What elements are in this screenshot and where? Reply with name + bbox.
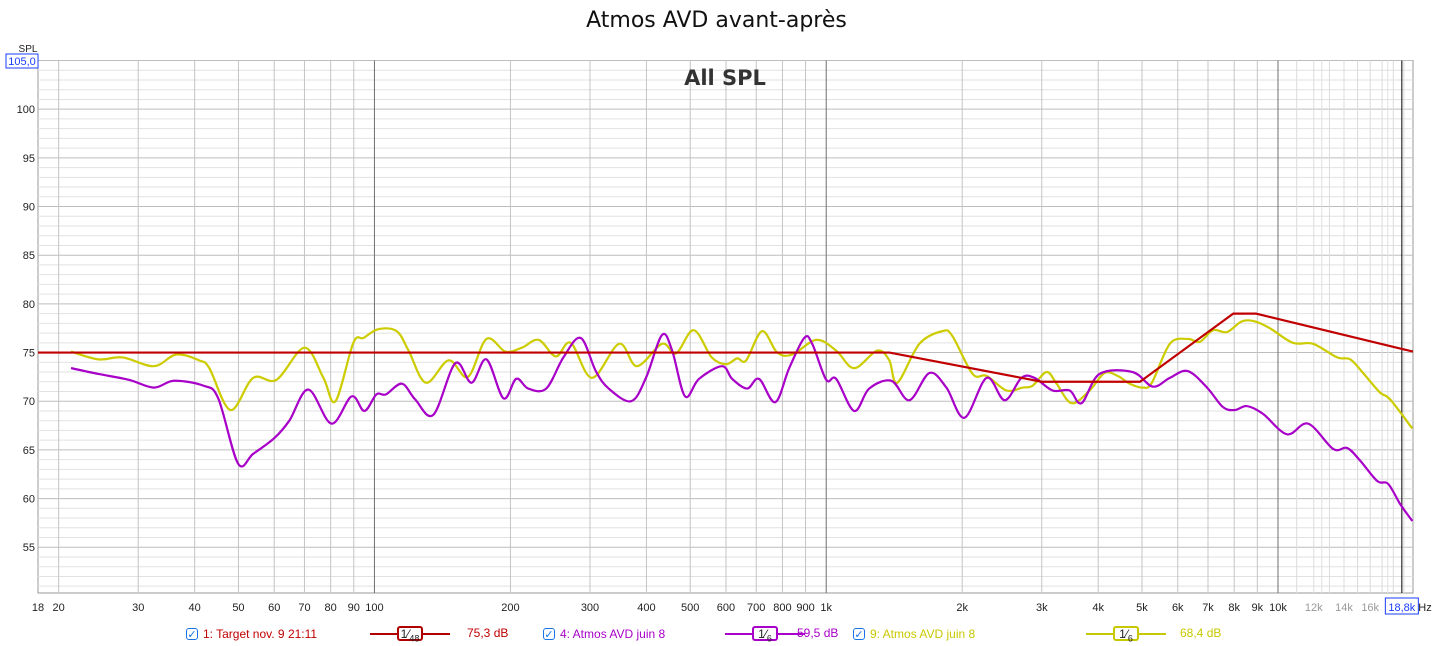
x-tick-label: 20	[53, 602, 65, 614]
y-tick-label: 65	[23, 445, 35, 457]
y-tick-label: 100	[17, 104, 35, 116]
x-tick-label: 4k	[1092, 602, 1104, 614]
smoothing-den: 6	[1127, 633, 1133, 644]
x-tick-label: 12k	[1305, 602, 1323, 614]
x-cursor-readout-box[interactable]	[1384, 597, 1419, 615]
smoothing-atmos-4[interactable]: 1⁄6	[725, 625, 805, 643]
x-tick-label: 10k	[1269, 602, 1287, 614]
legend-item-target[interactable]: ✓ 1: Target nov. 9 21:11	[186, 624, 317, 644]
series-line-target	[38, 312, 1414, 383]
smoothing-num: 1	[758, 627, 765, 641]
y-tick-label: 95	[23, 153, 35, 165]
chart-title: Atmos AVD avant-après	[586, 8, 847, 33]
x-tick-label: 7k	[1202, 602, 1214, 614]
smoothing-target[interactable]: 1⁄48	[370, 625, 450, 643]
y-axis-label: SPL	[19, 44, 38, 55]
x-tick-label: 2k	[956, 602, 968, 614]
checkbox-icon[interactable]: ✓	[543, 628, 555, 641]
series-line-atmos-9	[70, 319, 1414, 430]
x-tick-label: 5k	[1136, 602, 1148, 614]
x-tick-label: 700	[747, 602, 765, 614]
series-line-atmos-4	[70, 332, 1414, 522]
checkbox-icon[interactable]: ✓	[853, 628, 865, 641]
x-tick-label: 100	[365, 602, 383, 614]
checkbox-icon[interactable]: ✓	[186, 628, 198, 641]
y-tick-label: 70	[23, 396, 35, 408]
x-tick-label: 500	[681, 602, 699, 614]
smoothing-den: 6	[766, 633, 772, 644]
x-tick-label: 16k	[1361, 602, 1379, 614]
x-tick-label: 18	[32, 602, 44, 614]
legend-label: 4: Atmos AVD juin 8	[560, 627, 666, 641]
smoothing-den: 48	[409, 633, 420, 644]
x-tick-label: 90	[348, 602, 360, 614]
y-tick-label: 80	[23, 299, 35, 311]
x-tick-label: 30	[132, 602, 144, 614]
grid	[37, 60, 1414, 594]
chart-subtitle: All SPL	[684, 66, 766, 90]
legend-value-atmos-4: 59,5 dB	[797, 626, 839, 640]
y-tick-label: 90	[23, 202, 35, 214]
x-tick-label: 3k	[1036, 602, 1048, 614]
legend-item-atmos-9[interactable]: ✓ 9: Atmos AVD juin 8	[853, 624, 975, 644]
smoothing-atmos-9[interactable]: 1⁄6	[1086, 625, 1166, 643]
tick-labels: 55 60 65 70 75 80 85 90 95 100 18 20 30 40 50 60 70 80 90 1…	[17, 104, 1380, 614]
x-tick-label: 80	[325, 602, 337, 614]
y-top-readout-box[interactable]	[5, 53, 39, 69]
y-tick-label: 85	[23, 250, 35, 262]
x-tick-label: 1k	[820, 602, 832, 614]
x-tick-label: 900	[796, 602, 814, 614]
x-tick-label: 50	[232, 602, 244, 614]
x-axis-unit: Hz	[1418, 602, 1431, 614]
y-tick-label: 60	[23, 494, 35, 506]
y-tick-label: 55	[23, 542, 35, 554]
x-tick-label: 200	[501, 602, 519, 614]
legend-label: 1: Target nov. 9 21:11	[203, 627, 318, 641]
x-tick-label: 40	[189, 602, 201, 614]
legend-value-atmos-9: 68,4 dB	[1180, 626, 1222, 640]
x-cursor-readout[interactable]: 18,8k	[1388, 602, 1415, 614]
x-tick-label: 400	[637, 602, 655, 614]
smoothing-num: 1	[400, 627, 408, 641]
x-tick-label: 14k	[1335, 602, 1353, 614]
x-tick-label: 60	[268, 602, 280, 614]
y-top-readout[interactable]: 105,0	[8, 56, 36, 68]
legend-value-target: 75,3 dB	[467, 626, 509, 640]
y-tick-label: 75	[23, 348, 35, 360]
x-tick-label: 600	[717, 602, 735, 614]
legend-label: 9: Atmos AVD juin 8	[870, 627, 976, 641]
series-layer	[38, 312, 1414, 522]
x-tick-label: 8k	[1228, 602, 1240, 614]
x-tick-label: 6k	[1172, 602, 1184, 614]
x-tick-label: 300	[581, 602, 599, 614]
x-tick-label: 800	[773, 602, 791, 614]
x-tick-label: 9k	[1252, 602, 1264, 614]
legend-item-atmos-4[interactable]: ✓ 4: Atmos AVD juin 8	[543, 624, 665, 644]
x-tick-label: 70	[298, 602, 310, 614]
smoothing-num: 1	[1119, 627, 1126, 641]
